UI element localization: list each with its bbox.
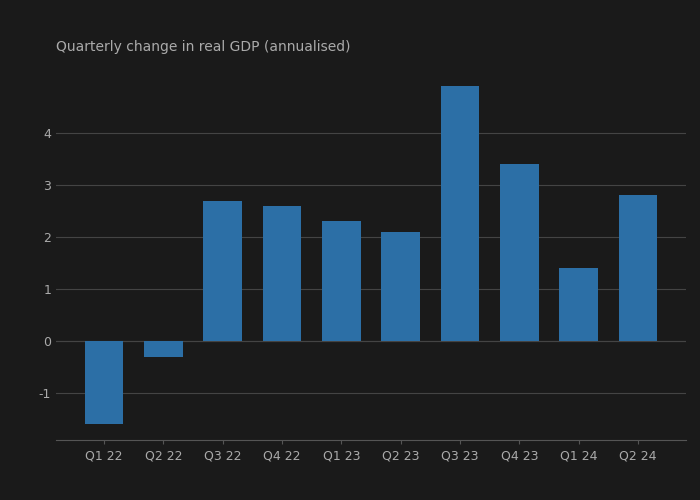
Bar xyxy=(441,86,480,341)
Text: Quarterly change in real GDP (annualised): Quarterly change in real GDP (annualised… xyxy=(56,40,351,54)
Bar xyxy=(559,268,598,341)
Bar xyxy=(144,341,183,356)
Bar xyxy=(262,206,301,341)
Bar xyxy=(500,164,539,341)
Bar xyxy=(203,200,242,341)
Bar xyxy=(619,196,657,341)
Bar xyxy=(382,232,420,341)
Bar xyxy=(85,341,123,424)
Bar xyxy=(322,222,360,341)
